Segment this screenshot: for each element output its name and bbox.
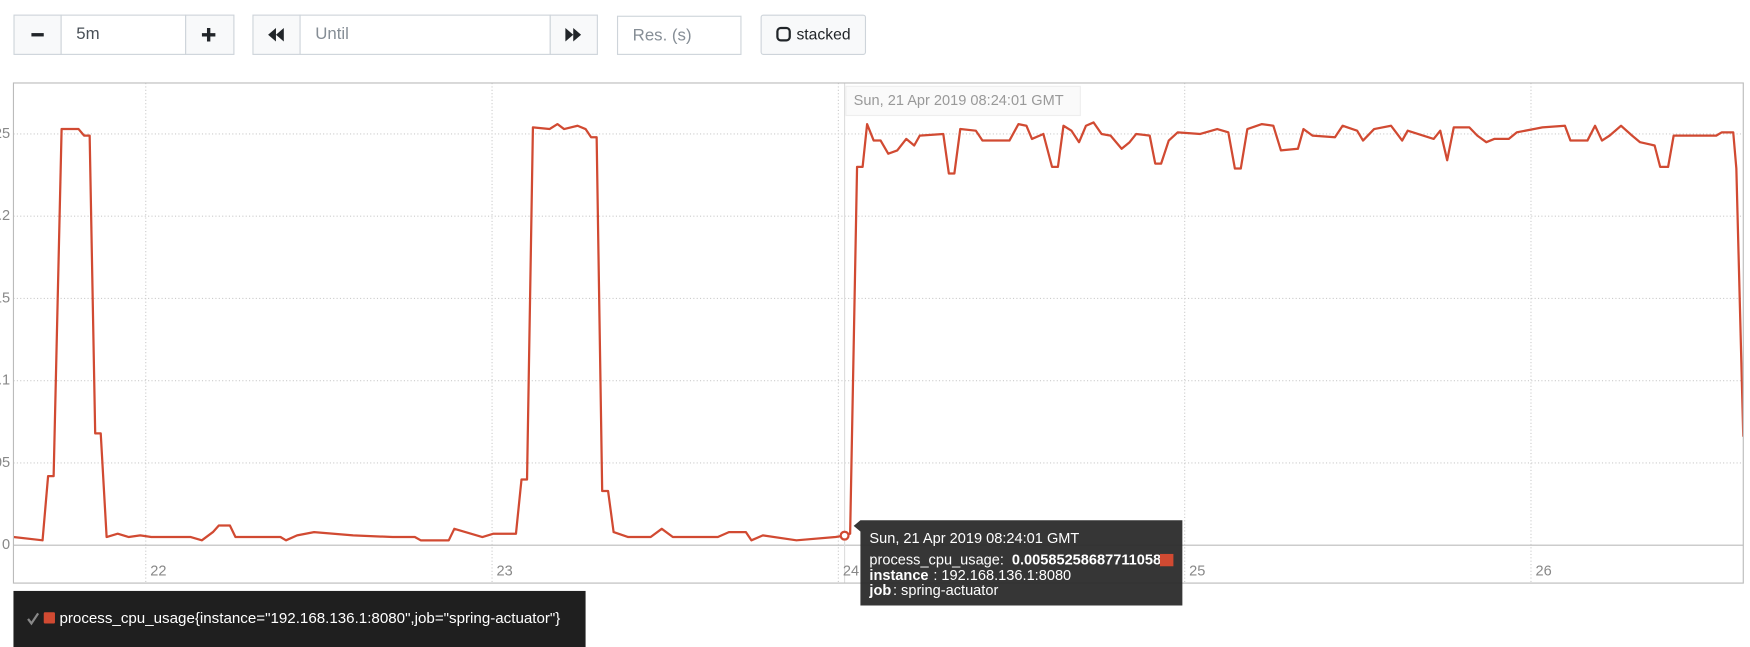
graph-border: [12, 82, 1744, 584]
range-value: 5m: [76, 24, 99, 43]
y-tick-label: 0.25: [0, 126, 10, 142]
range-controls: 5m: [13, 14, 235, 55]
minus-icon: [31, 33, 44, 37]
hover-point: [839, 530, 850, 541]
legend-check[interactable]: [27, 612, 40, 626]
x-tick-label: 23: [497, 564, 513, 580]
tooltip-metric-key: process_cpu_usage:: [869, 553, 1004, 569]
tooltip-instance: : 192.168.136.1:8080: [933, 568, 1071, 584]
legend-swatch: [43, 612, 55, 624]
range-input[interactable]: [60, 14, 187, 55]
forward-icon: [565, 28, 582, 42]
x-tick-label: 22: [150, 564, 166, 580]
hover-time: Sun, 21 Apr 2019 08:24:01 GMT: [854, 93, 1064, 109]
series-line: [13, 121, 1744, 542]
tooltip-swatch: [1159, 553, 1174, 567]
x-tick-label: 24: [843, 564, 859, 580]
tooltip-metric-value: 0.005852586877110584: [1012, 553, 1170, 569]
stacked-label: stacked: [796, 26, 850, 43]
tooltip-instance-key: instance: [869, 568, 928, 584]
plot-area: [13, 82, 1744, 584]
legend-box: [13, 590, 586, 647]
graph: 0 0.05 0.1 0.15 0.2 0.25 22 23 24 25 26: [0, 82, 1744, 584]
until-controls: Until: [252, 14, 598, 55]
until-placeholder: Until: [315, 24, 349, 43]
legend-label[interactable]: process_cpu_usage{instance="192.168.136.…: [59, 610, 560, 627]
legend: process_cpu_usage{instance="192.168.136.…: [13, 590, 586, 647]
tooltip-job: : spring-actuator: [893, 583, 999, 599]
resolution-placeholder: Res. (s): [633, 25, 692, 44]
y-tick-label: 0.1: [0, 373, 10, 389]
tooltip-job-key: job: [868, 583, 891, 599]
x-tick-label: 26: [1535, 564, 1551, 580]
x-tick-label: 25: [1189, 564, 1205, 580]
hover-time-box: [845, 85, 1081, 117]
tooltip: Sun, 21 Apr 2019 08:24:01 GMT process_cp…: [853, 520, 1183, 606]
y-tick-label: 0: [2, 537, 10, 553]
y-tick-label: 0.05: [0, 455, 10, 471]
tooltip-box: [853, 520, 1183, 606]
stacked-checkbox: [776, 26, 791, 42]
tooltip-time: Sun, 21 Apr 2019 08:24:01 GMT: [869, 531, 1079, 547]
y-tick-label: 0.2: [0, 208, 10, 224]
back-icon: [268, 28, 284, 42]
plus-icon: [201, 28, 216, 42]
y-tick-label: 0.15: [0, 290, 10, 306]
stacked-button[interactable]: [760, 14, 867, 55]
resolution-input[interactable]: [616, 15, 742, 55]
